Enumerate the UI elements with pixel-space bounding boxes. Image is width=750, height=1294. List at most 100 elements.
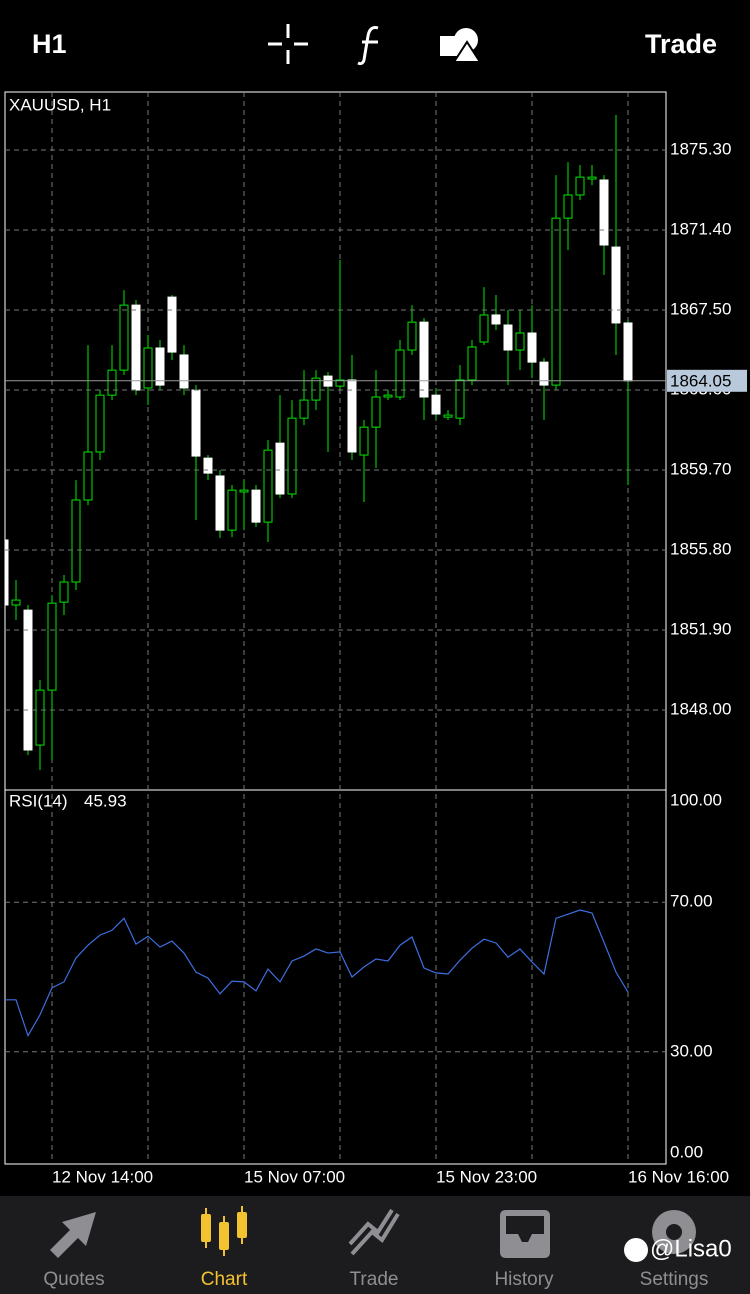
trade-tab[interactable]: Trade — [348, 1208, 400, 1290]
crosshair-button[interactable] — [268, 24, 308, 64]
candle-body — [455, 379, 465, 419]
candle-body — [83, 451, 93, 501]
tab-label: Trade — [350, 1269, 399, 1290]
candle-body — [527, 332, 537, 363]
candle-body — [71, 499, 81, 583]
settings-icon-hole — [666, 1224, 682, 1240]
indicator-value: 45.93 — [84, 791, 127, 810]
x-tick-label: 15 Nov 23:00 — [436, 1167, 537, 1186]
candle-body — [371, 396, 381, 428]
quotes-icon — [50, 1212, 96, 1258]
y-tick-label: 1848.00 — [670, 699, 731, 718]
candle-body — [407, 321, 417, 351]
settings-tab[interactable]: Settings — [640, 1210, 709, 1290]
candle-body — [431, 394, 441, 415]
x-tick-label: 12 Nov 14:00 — [52, 1167, 153, 1186]
candle-body — [479, 314, 489, 343]
y-tick-label: 1871.40 — [670, 220, 731, 239]
y-tick-label: 100.00 — [670, 790, 722, 809]
candle-body — [551, 217, 561, 386]
chart-title: XAUUSD, H1 — [9, 95, 111, 114]
candle-body — [179, 354, 189, 389]
chart-icon — [201, 1206, 247, 1256]
candle-body — [59, 581, 69, 603]
indicator-name: RSI(14) — [9, 791, 68, 810]
candle-body — [5, 539, 9, 606]
y-tick-label: 70.00 — [670, 892, 713, 911]
candle-body — [263, 449, 273, 523]
candle-body — [155, 347, 165, 386]
current-price-label: 1864.05 — [670, 371, 731, 390]
trade-icon — [348, 1208, 400, 1256]
candle-body — [107, 369, 117, 396]
x-tick-label: 15 Nov 07:00 — [244, 1167, 345, 1186]
candle-body — [587, 176, 597, 180]
candle-body — [287, 417, 297, 495]
candle-body — [311, 377, 321, 401]
candle-body — [443, 414, 453, 418]
candle-body — [335, 379, 345, 387]
tab-label: History — [494, 1269, 554, 1290]
watermark-logo — [624, 1238, 648, 1262]
y-tick-label: 0.00 — [670, 1142, 703, 1161]
chart-tab[interactable]: Chart — [201, 1206, 248, 1290]
trade-button[interactable]: Trade — [645, 29, 717, 59]
chart-layer: 12 Nov 14:00 15 Nov 07:00 15 Nov 23:00 16 N… — [5, 92, 747, 1186]
history-tab[interactable]: History — [494, 1210, 554, 1290]
candle-body — [383, 394, 393, 398]
y-tick-label: 1855.80 — [670, 540, 731, 559]
indicators-button[interactable] — [357, 26, 379, 66]
candle-body — [359, 426, 369, 456]
candle-body — [539, 361, 549, 386]
y-tick-label: 1851.90 — [670, 619, 731, 638]
y-tick-label: 30.00 — [670, 1041, 713, 1060]
candle-body — [251, 489, 261, 523]
candle-body — [347, 379, 357, 453]
quotes-tab[interactable]: Quotes — [43, 1212, 105, 1290]
tab-label: Settings — [640, 1269, 709, 1290]
candle-body — [11, 599, 21, 606]
x-tick-label: 16 Nov 16:00 — [628, 1167, 729, 1186]
candle-body — [95, 394, 105, 453]
y-tick-label: 1859.70 — [670, 460, 731, 479]
watermark: @Lisa0 — [624, 1235, 732, 1262]
y-tick-label: 1875.30 — [670, 140, 731, 159]
tab-bar — [0, 1196, 750, 1294]
tab-label: Quotes — [43, 1269, 104, 1290]
candle-body — [215, 475, 225, 531]
history-icon — [500, 1210, 550, 1258]
candle-body — [575, 176, 585, 196]
candle-body — [563, 194, 573, 219]
candle-body — [599, 179, 609, 246]
candle-body — [47, 602, 57, 691]
plot-area — [5, 92, 633, 1164]
candle-body — [131, 304, 141, 391]
candle-body — [191, 389, 201, 457]
tab-label: Chart — [201, 1269, 248, 1290]
candle-body — [167, 296, 177, 353]
candle-body — [491, 314, 501, 325]
candle-body — [275, 442, 285, 495]
y-tick-label: 1867.50 — [670, 300, 731, 319]
rsi-panel — [4, 789, 667, 1165]
timeframe-button[interactable]: H1 — [32, 29, 67, 59]
candle-body — [239, 489, 249, 493]
candle-body — [419, 321, 429, 398]
objects-button[interactable] — [440, 28, 482, 63]
candle-body — [623, 322, 633, 382]
candle-body — [395, 349, 405, 398]
candle-body — [23, 609, 33, 751]
candle-body — [515, 332, 525, 351]
candle-body — [299, 399, 309, 419]
candle-body — [467, 346, 477, 381]
current-price-box — [667, 369, 747, 392]
candle-body — [143, 347, 153, 389]
candle-body — [119, 304, 129, 371]
rsi-line — [5, 909, 629, 1038]
candle-body — [35, 689, 45, 746]
candle-body — [503, 324, 513, 351]
candle-body — [227, 489, 237, 531]
